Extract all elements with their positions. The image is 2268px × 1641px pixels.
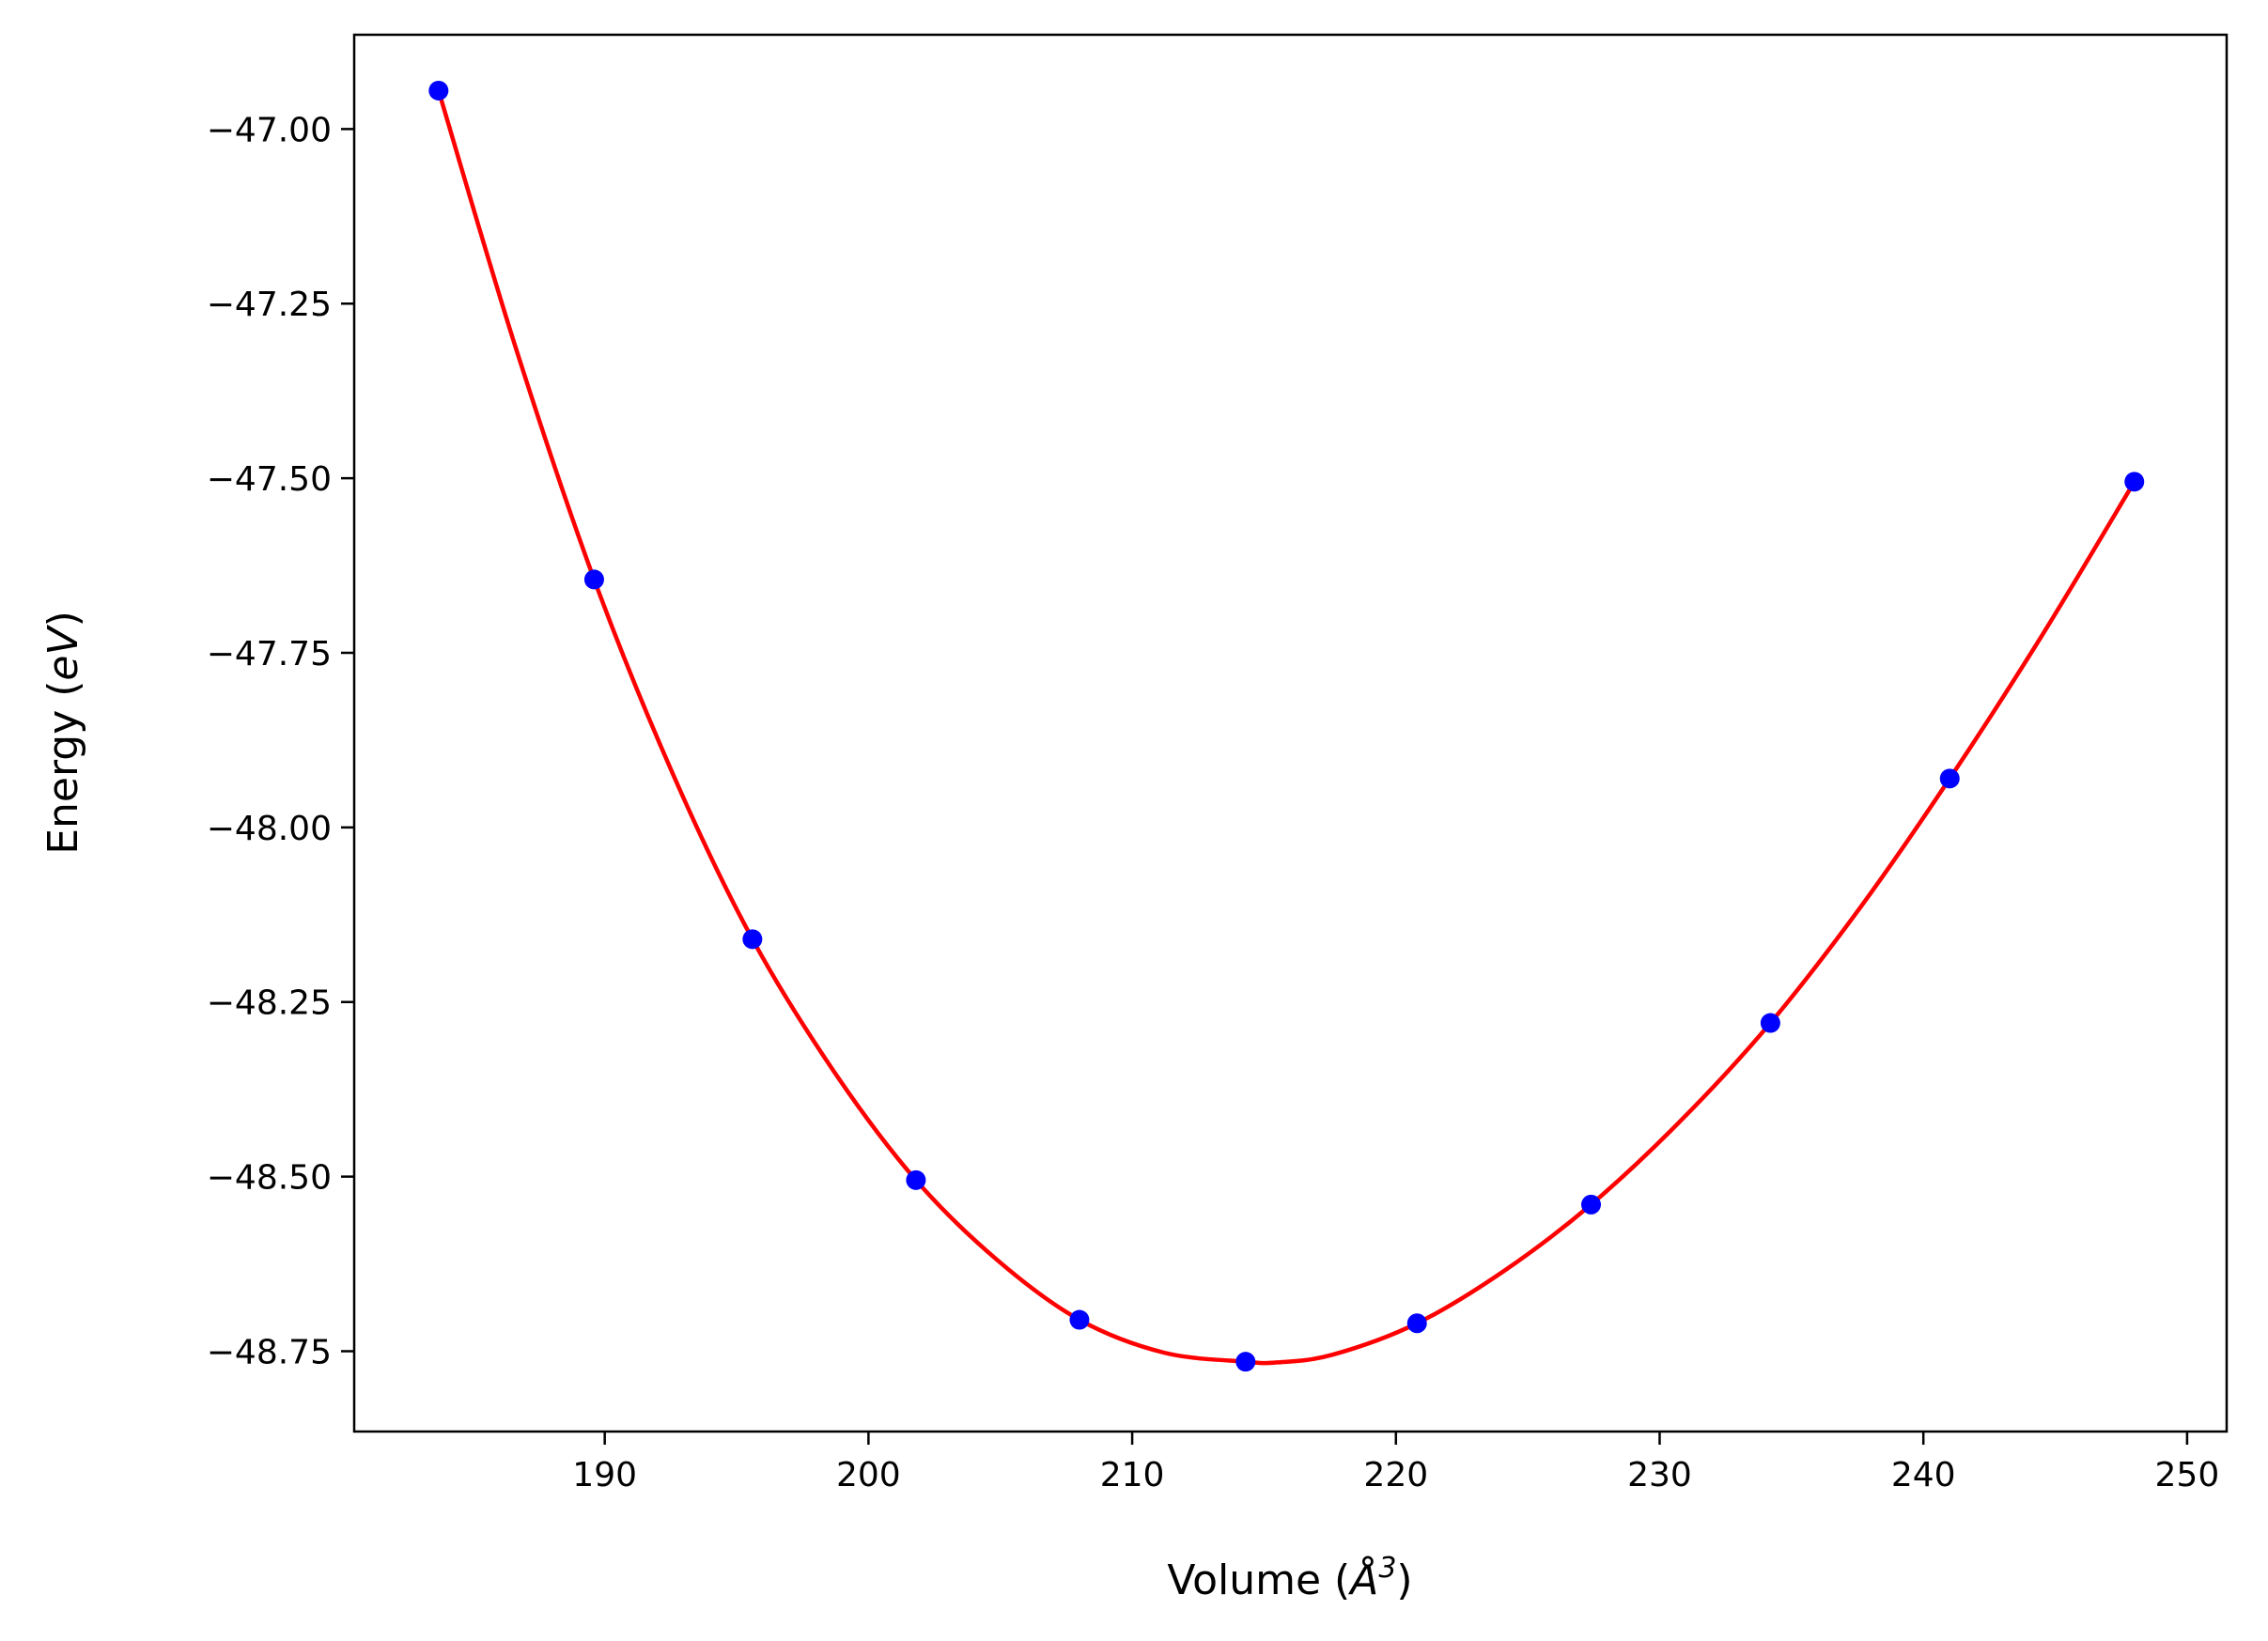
y-tick-label: −48.50 (207, 1159, 332, 1198)
x-axis-label-symbol: Å (1347, 1555, 1378, 1604)
x-tick-label: 220 (1363, 1456, 1428, 1494)
data-point (1069, 1309, 1090, 1330)
y-tick-label: −48.25 (207, 984, 332, 1023)
y-tick-label: −47.25 (207, 286, 332, 324)
data-point (906, 1169, 926, 1190)
y-tick-label: −47.75 (207, 635, 332, 673)
x-axis-label-superscript: 3 (1378, 1552, 1396, 1585)
x-tick-label: 230 (1627, 1456, 1692, 1494)
x-tick-label: 250 (2155, 1456, 2220, 1494)
plot-layer (428, 80, 2145, 1372)
y-tick-label: −47.00 (207, 111, 332, 149)
data-point (1235, 1352, 1256, 1372)
data-point (428, 80, 449, 101)
x-axis-label: Volume (Å3) (1167, 1552, 1412, 1604)
x-tick-label: 200 (836, 1456, 901, 1494)
y-axis-label-end: ) (39, 611, 87, 627)
y-tick-label: −48.75 (207, 1333, 332, 1371)
y-tick-label: −48.00 (207, 810, 332, 848)
data-point (2124, 472, 2145, 492)
plot-frame (352, 33, 2229, 1433)
x-tick-label: 190 (572, 1456, 637, 1494)
y-axis-label: Energy (eV) (39, 611, 87, 855)
data-point (742, 929, 763, 950)
x-axis-label-end: ) (1396, 1556, 1412, 1604)
data-point (1760, 1013, 1780, 1033)
fit-curve (436, 89, 2136, 1366)
data-point (1406, 1313, 1427, 1334)
data-point (1581, 1194, 1602, 1215)
data-point (1939, 768, 1960, 789)
x-tick-label: 210 (1100, 1456, 1165, 1494)
data-point (583, 569, 604, 590)
ticks-layer: 190 200 210 220 230 240 250 −47.00 −47.25 −47.50 −… (207, 111, 2219, 1494)
x-tick-label: 240 (1891, 1456, 1956, 1494)
y-axis-label-unit: eV (39, 625, 87, 681)
y-tick-label: −47.50 (207, 460, 332, 499)
